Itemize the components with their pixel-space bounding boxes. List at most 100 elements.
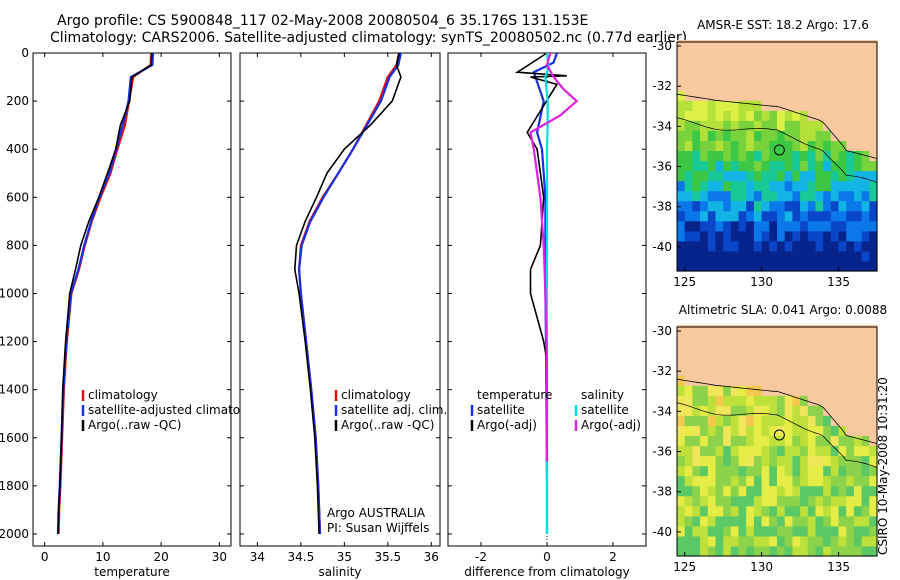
sea-cell: [707, 230, 717, 242]
sea-cell: [753, 546, 763, 557]
legend-entry: climatology: [341, 388, 411, 402]
sea-cell: [746, 465, 755, 477]
land-cell: [777, 335, 786, 346]
land-cell: [769, 50, 778, 61]
land-cell: [761, 60, 770, 71]
sea-cell: [700, 495, 709, 507]
sea-cell: [869, 455, 878, 467]
land-cell: [738, 50, 747, 61]
sea-cell: [830, 485, 840, 497]
sea-cell: [723, 445, 732, 457]
sea-cell: [769, 515, 778, 527]
sst-map-title: AMSR-E SST: 18.2 Argo: 17.6: [697, 18, 869, 32]
sea-cell: [700, 535, 709, 547]
sea-cell: [677, 475, 686, 487]
land-cell: [823, 385, 832, 396]
sea-cell: [761, 170, 770, 182]
sea-cell: [815, 190, 824, 202]
sea-cell: [792, 395, 801, 406]
land-cell: [861, 140, 870, 151]
sea-cell: [677, 110, 686, 121]
land-cell: [861, 110, 870, 121]
sea-cell: [753, 240, 763, 252]
sea-cell: [738, 515, 747, 527]
land-cell: [830, 335, 840, 346]
sea-cell: [677, 535, 686, 547]
chart-title-line1: Argo profile: CS 5900848_117 02-May-2008…: [57, 13, 589, 29]
sea-cell: [707, 455, 717, 467]
sea-cell: [707, 465, 717, 477]
series-line-salinity-argo-adj-: [529, 52, 579, 462]
sea-cell: [853, 261, 863, 272]
sea-cell: [677, 495, 686, 507]
land-cell: [715, 345, 724, 356]
sea-cell: [861, 535, 870, 547]
land-cell: [730, 345, 740, 356]
sea-cell: [723, 495, 732, 507]
sea-cell: [723, 465, 732, 477]
sea-cell: [823, 505, 832, 517]
sea-cell: [715, 140, 724, 151]
sea-cell: [761, 220, 770, 232]
land-cell: [830, 375, 840, 386]
sea-cell: [723, 435, 732, 447]
sea-cell: [700, 525, 709, 537]
sea-cell: [753, 230, 763, 242]
sea-cell: [853, 485, 863, 497]
land-cell: [777, 40, 786, 51]
sea-cell: [861, 475, 870, 487]
land-cell: [777, 375, 786, 386]
sea-cell: [707, 250, 717, 262]
land-cell: [792, 385, 801, 396]
sea-cell: [769, 110, 778, 121]
y-tick-label: 600: [6, 190, 29, 204]
sea-cell: [777, 150, 786, 162]
sea-cell: [753, 170, 763, 182]
sea-cell: [677, 210, 686, 222]
sea-cell: [692, 535, 701, 547]
land-cell: [777, 90, 786, 101]
sea-cell: [677, 385, 686, 396]
land-cell: [684, 365, 693, 376]
sea-cell: [792, 425, 801, 436]
sea-cell: [807, 535, 817, 547]
sea-cell: [707, 240, 717, 252]
land-cell: [753, 335, 763, 346]
sea-cell: [792, 180, 801, 192]
sea-cell: [700, 435, 709, 447]
sea-cell: [677, 405, 686, 416]
sea-cell: [792, 546, 801, 557]
sea-cell: [700, 515, 709, 527]
sea-cell: [700, 180, 709, 192]
land-cell: [753, 355, 763, 366]
sea-cell: [730, 425, 740, 436]
sea-cell: [846, 515, 855, 527]
sea-cell: [715, 385, 724, 396]
sea-cell: [815, 465, 824, 477]
land-cell: [715, 60, 724, 71]
land-cell: [853, 395, 863, 406]
sea-cell: [746, 110, 755, 121]
sea-cell: [777, 495, 786, 507]
sea-cell: [746, 130, 755, 141]
sea-cell: [677, 250, 686, 262]
sea-cell: [784, 120, 793, 131]
sea-cell: [777, 250, 786, 262]
sea-cell: [777, 230, 786, 242]
sea-cell: [707, 535, 717, 547]
sea-cell: [784, 475, 793, 487]
land-cell: [769, 335, 778, 346]
land-cell: [730, 40, 740, 51]
sea-cell: [753, 535, 763, 547]
sea-cell: [807, 261, 817, 272]
sea-cell: [738, 210, 747, 222]
sea-cell: [730, 150, 740, 162]
land-cell: [753, 50, 763, 61]
land-cell: [730, 375, 740, 386]
sea-cell: [730, 465, 740, 477]
x-tick-label: 2: [609, 550, 617, 564]
sea-cell: [707, 190, 717, 202]
y-tick-label: 1800: [0, 479, 29, 493]
sla-map-title: Altimetric SLA: 0.041 Argo: 0.0088: [678, 303, 888, 317]
land-cell: [677, 335, 686, 346]
